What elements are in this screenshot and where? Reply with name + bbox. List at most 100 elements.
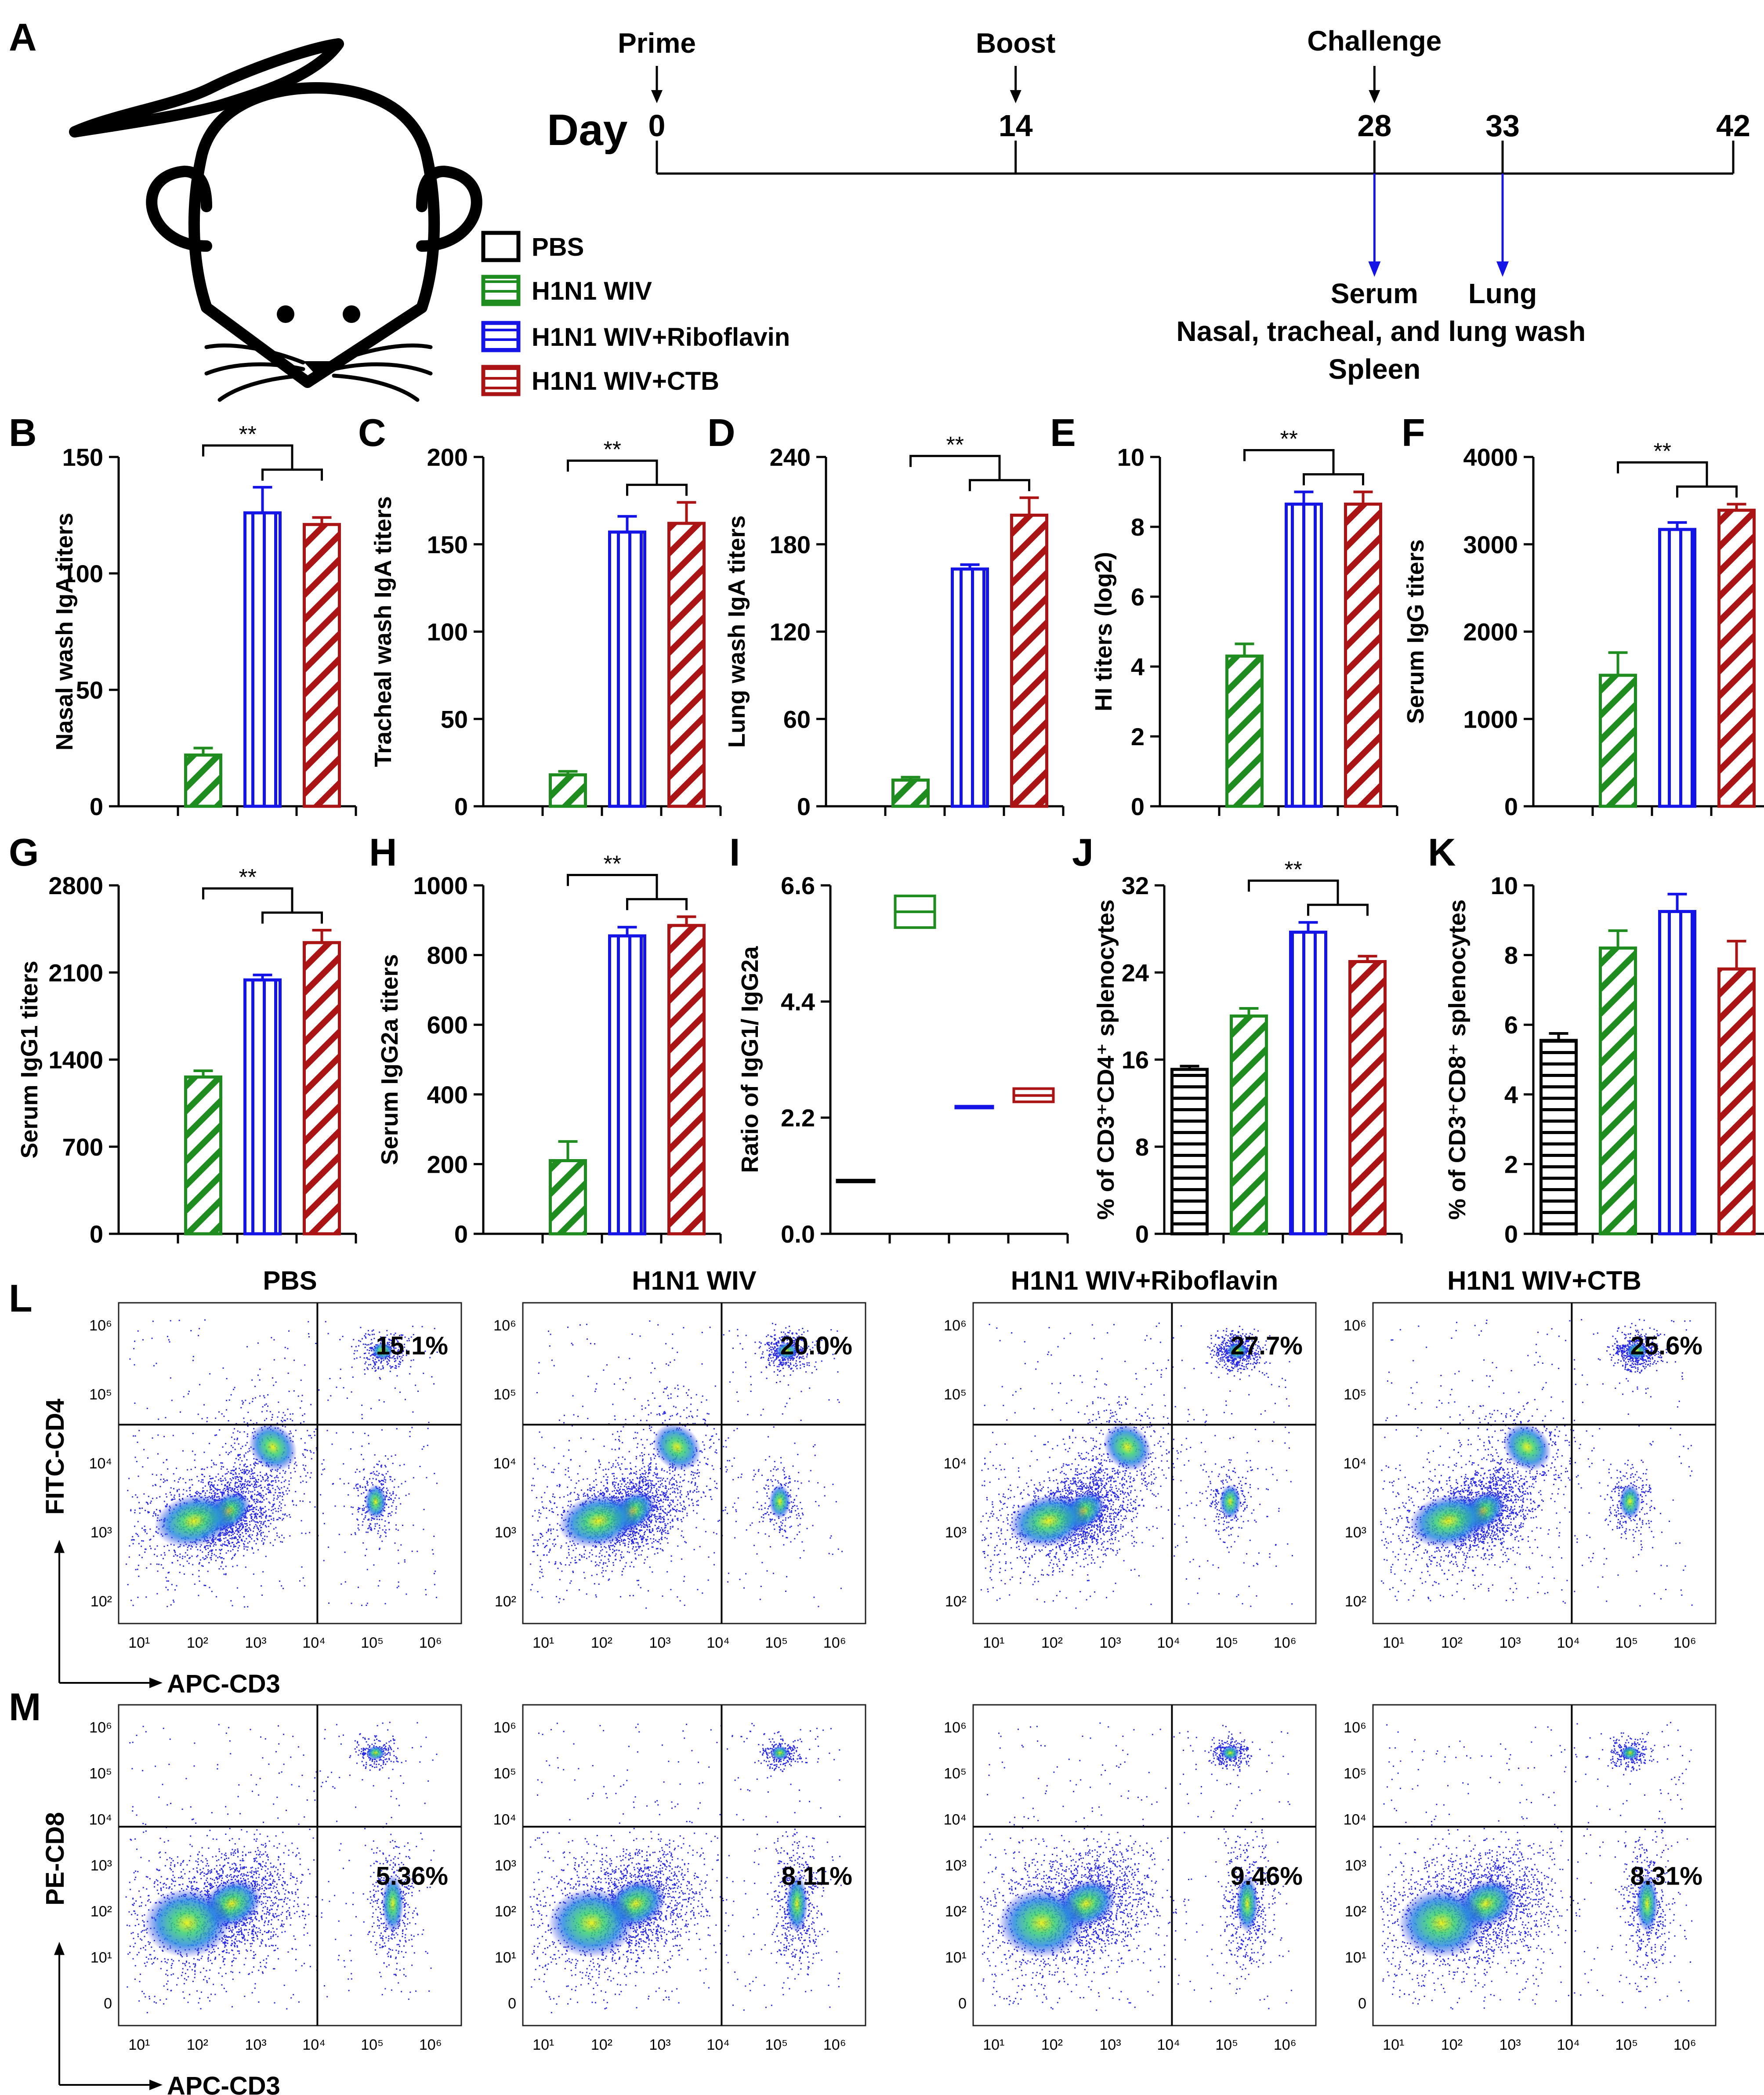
chart-F-sig-label: ** — [1654, 439, 1671, 464]
timeline-event-arrowhead-2 — [1369, 90, 1380, 103]
flow-M-ytick-0-5: 10⁵ — [89, 1765, 112, 1782]
flow-M-ytick-1-2: 10² — [495, 1903, 516, 1920]
chart-F-bar-1 — [1599, 674, 1637, 808]
chart-J-bar-1 — [1230, 1014, 1268, 1236]
chart-F-sig-bracket-outer — [1617, 461, 1708, 487]
flow-M-ytick-0-6: 10⁶ — [89, 1719, 112, 1736]
chart-H-bar-1 — [549, 1159, 587, 1236]
sample-33-text: Lung — [1468, 278, 1537, 309]
flow-M-xtick-1-4: 10⁵ — [765, 2037, 788, 2053]
flow-L-xtick-3-0: 10¹ — [1383, 1635, 1404, 1651]
chart-F: F 0 1000 2000 3000 4000 Serum IgG titers ** — [1402, 411, 1764, 820]
chart-B-bar-3 — [303, 523, 341, 808]
flow-L-arrowhead-v — [54, 1540, 65, 1553]
chart-J-ytick-label-4: 32 — [1122, 872, 1149, 899]
flow-M-ytick-1-0: 0 — [508, 1995, 516, 2012]
flow-L-ytick-1-2: 10⁴ — [493, 1455, 516, 1472]
flow-L-ytick-1-1: 10³ — [495, 1524, 516, 1541]
timeline-event-0: Prime — [618, 27, 696, 59]
chart-K-ytick-label-0: 0 — [1504, 1220, 1518, 1248]
flow-L-ytick-1-0: 10² — [495, 1593, 516, 1610]
flow-L-xtick-1-1: 10² — [591, 1635, 612, 1651]
flow-L-percent-0: 15.1% — [376, 1332, 448, 1360]
chart-B: B 0 50 100 150 Nasal wash IgA titers ** — [9, 411, 357, 820]
flow-title-0: PBS — [263, 1266, 317, 1295]
flow-M-ytick-3-2: 10² — [1345, 1903, 1366, 1920]
flow-M-arrowhead-h — [149, 2080, 163, 2090]
flow-title-3: H1N1 WIV+CTB — [1447, 1266, 1641, 1295]
legend-label-3: H1N1 WIV+CTB — [532, 367, 719, 395]
chart-C: C 0 50 100 150 200 Tracheal wash IgA titers ** — [358, 411, 722, 820]
flow-M-xtick-2-1: 10² — [1041, 2037, 1063, 2053]
flow-L-ytick-1-4: 10⁶ — [493, 1317, 516, 1334]
flow-M-percent-2: 9.46% — [1231, 1862, 1303, 1891]
flow-L-xtick-0-3: 10⁴ — [302, 1635, 325, 1651]
flow-M-plot-3: 8.31% 0 10¹ 10² 10³ 10⁴ 10⁵ 10⁶ 10¹ 10² 10³ 10⁴ 10⁵ 1… — [1344, 1704, 1717, 2053]
flow-M-xtick-3-1: 10² — [1441, 2037, 1463, 2053]
sample-arrowhead-1 — [1496, 261, 1509, 277]
flow-L-xtick-1-5: 10⁶ — [823, 1635, 846, 1651]
chart-K-bar-3 — [1717, 967, 1756, 1236]
chart-B-ytick-label-0: 0 — [90, 793, 103, 820]
chart-E-sig-bracket-outer — [1243, 449, 1335, 475]
flow-L-density-2-3 — [1226, 1342, 1248, 1360]
chart-H-sig-bracket-outer — [567, 874, 658, 899]
flow-L-xtick-3-3: 10⁴ — [1557, 1635, 1579, 1651]
chart-D-bar-1 — [891, 778, 930, 808]
flow-M-xtick-3-2: 10³ — [1499, 2037, 1521, 2053]
flow-L-ylabel: FITC-CD4 — [41, 1399, 69, 1515]
flow-L-ytick-3-2: 10⁴ — [1344, 1455, 1366, 1472]
sample-arrowhead-0 — [1368, 261, 1381, 277]
flow-L-density-1-4 — [769, 1484, 791, 1519]
chart-E-ytick-label-5: 10 — [1117, 443, 1145, 471]
flow-L-xtick-2-5: 10⁶ — [1274, 1635, 1297, 1651]
chart-E-bar-2 — [1285, 502, 1323, 808]
chart-J-bar-2 — [1289, 931, 1327, 1236]
chart-G: G 0 700 1400 2100 2800 Serum IgG1 titers ** — [9, 830, 357, 1248]
chart-D-ytick-label-1: 60 — [783, 705, 811, 733]
flow-M-ytick-3-6: 10⁶ — [1344, 1719, 1366, 1736]
chart-C-sig-bracket-outer — [567, 459, 658, 485]
chart-G-bar-3 — [303, 941, 341, 1236]
chart-B-ytick-label-1: 50 — [76, 676, 103, 704]
chart-E-bar-3 — [1344, 502, 1382, 808]
chart-D-sig-bracket-inner — [969, 479, 1030, 491]
flow-L-ytick-0-2: 10⁴ — [89, 1455, 112, 1472]
flow-M-xtick-1-1: 10² — [591, 2037, 612, 2053]
chart-H-ytick-label-2: 400 — [427, 1081, 468, 1109]
flow-L-ytick-2-3: 10⁵ — [944, 1386, 967, 1403]
legend-label-0: PBS — [532, 233, 584, 261]
flow-L-xtick-1-4: 10⁵ — [765, 1635, 788, 1651]
chart-E-ytick-label-4: 8 — [1131, 513, 1145, 541]
chart-J-sig-bracket-outer — [1248, 879, 1339, 905]
flow-L-ytick-0-3: 10⁵ — [89, 1386, 112, 1403]
chart-K: K 0 2 4 6 8 10 % of CD3⁺CD8⁺ splenocytes — [1428, 830, 1764, 1248]
flow-M-ytick-0-3: 10³ — [91, 1857, 112, 1874]
chart-F-ytick-label-2: 2000 — [1463, 618, 1518, 646]
chart-K-ylabel: % of CD3⁺CD8⁺ splenocytes — [1444, 899, 1471, 1220]
flow-M-plot-0: 5.36% 0 10¹ 10² 10³ 10⁴ 10⁵ 10⁶ 10¹ 10² 10³ 10⁴ 10⁵ 1… — [89, 1704, 462, 2053]
flow-L-density-3-4 — [1619, 1484, 1641, 1519]
flow-L-xtick-0-0: 10¹ — [128, 1635, 150, 1651]
flow-M-ytick-0-0: 0 — [104, 1995, 112, 2012]
panel-letter-K: K — [1428, 830, 1456, 874]
flow-L-density-3-1 — [1409, 1494, 1488, 1548]
flow-L-percent-3: 25.6% — [1630, 1332, 1702, 1360]
flow-L-arrowhead-h — [149, 1678, 163, 1688]
flow-L-density-3-2 — [1503, 1423, 1551, 1471]
chart-H-sig-label: ** — [604, 851, 621, 877]
chart-K-bar-1 — [1599, 946, 1637, 1236]
flow-M-ytick-1-4: 10⁴ — [493, 1811, 516, 1828]
flow-M-frame-2 — [972, 1704, 1317, 2026]
chart-F-bar-2 — [1658, 528, 1696, 808]
flow-M-ytick-3-3: 10³ — [1345, 1857, 1366, 1874]
chart-E-sig-label: ** — [1280, 427, 1298, 452]
chart-K-ytick-label-2: 4 — [1504, 1081, 1518, 1109]
chart-G-sig-bracket-inner — [261, 911, 323, 924]
chart-D-bar-2 — [951, 567, 989, 808]
chart-D-ylabel: Lung wash IgA titers — [724, 515, 750, 748]
chart-C-ytick-label-2: 100 — [427, 618, 468, 646]
chart-D-ytick-label-0: 0 — [797, 793, 811, 820]
flow-M-xtick-1-0: 10¹ — [532, 2037, 554, 2053]
flow-M-xtick-3-0: 10¹ — [1383, 2037, 1404, 2053]
